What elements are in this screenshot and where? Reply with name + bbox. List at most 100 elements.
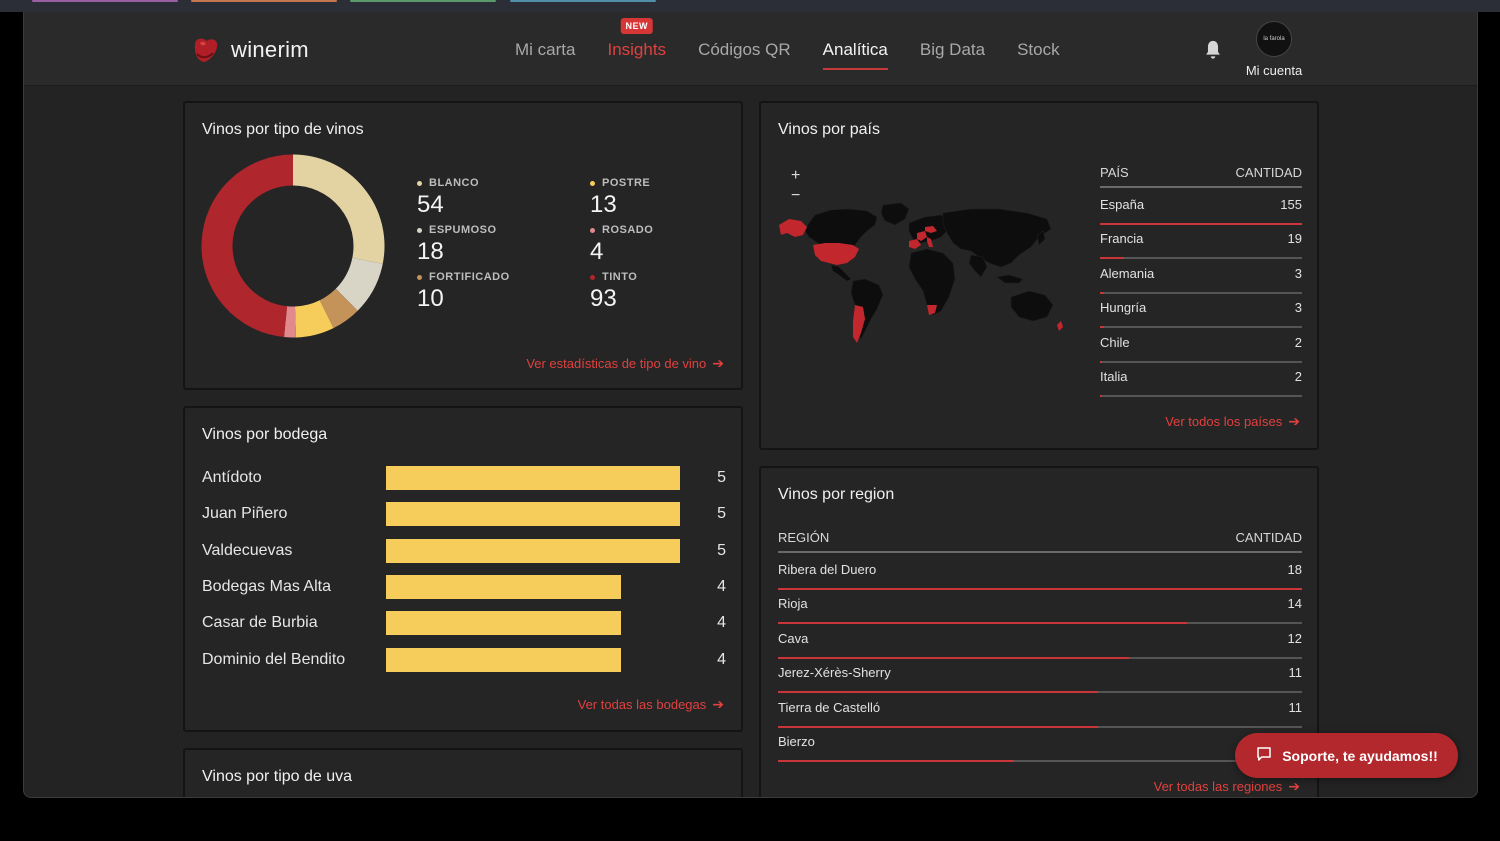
bell-icon[interactable]: [1202, 39, 1224, 61]
row-name: Ribera del Duero: [778, 562, 877, 577]
bodega-name: Bodegas Mas Alta: [202, 577, 331, 595]
bodega-name: Valdecuevas: [202, 541, 293, 559]
row-progress-fill: [1100, 360, 1103, 363]
row-name: Rioja: [778, 596, 808, 612]
account-menu[interactable]: la farola Mi cuenta: [1239, 21, 1309, 78]
bodega-bar[interactable]: [386, 574, 622, 599]
row-value: 19: [1287, 231, 1302, 247]
new-badge: NEW: [620, 18, 654, 34]
bodega-bar[interactable]: [386, 466, 680, 490]
all-regions-link[interactable]: Ver todas las regiones ➔: [1154, 778, 1300, 795]
row-name: Jerez-Xérès-Sherry: [778, 665, 891, 681]
region-row[interactable]: Bierzo: [778, 728, 1302, 762]
country-row[interactable]: España 155: [1100, 191, 1302, 225]
nav-item-analitica[interactable]: Analítica: [807, 12, 904, 86]
bar-track: [386, 647, 680, 672]
row-progress-track: [778, 691, 1302, 694]
region-row[interactable]: Cava 12: [778, 625, 1302, 659]
region-row[interactable]: Tierra de Castelló 11: [778, 694, 1302, 728]
nav-item-codigos-qr[interactable]: Códigos QR: [682, 12, 807, 86]
wine-logo-icon: [189, 34, 221, 66]
bodega-name: Antídoto: [202, 469, 262, 486]
bodega-bar[interactable]: [386, 611, 622, 636]
arrow-right-icon: ➔: [712, 696, 724, 712]
wine-types-stats-link[interactable]: Ver estadísticas de tipo de vino ➔: [526, 355, 724, 372]
row-progress-track: [778, 760, 1302, 762]
nav-item-label: Mi carta: [515, 40, 576, 59]
arrow-right-icon: ➔: [1288, 778, 1300, 794]
map-africa: [908, 248, 956, 316]
donut-slice-tinto[interactable]: [201, 154, 294, 338]
donut-slice-espumoso[interactable]: [335, 257, 383, 311]
region-row[interactable]: Rioja 14: [778, 590, 1302, 625]
link-label: Ver todos los países: [1165, 414, 1283, 429]
support-label: Soporte, te ayudamos!!: [1282, 747, 1438, 764]
card-regiones: Vinos por region REGIÓN CANTIDAD Ribera …: [759, 466, 1319, 797]
region-row[interactable]: Jerez-Xérès-Sherry 11: [778, 659, 1302, 694]
avatar: la farola: [1256, 21, 1292, 57]
country-row[interactable]: Francia 19: [1100, 225, 1302, 260]
country-row[interactable]: Chile 2: [1100, 329, 1302, 363]
legend-value: 10: [417, 285, 444, 312]
nav-item-big-data[interactable]: Big Data: [904, 12, 1001, 86]
row-name: España: [1100, 197, 1145, 212]
donut-slice-blanco[interactable]: [292, 154, 385, 264]
nav-item-mi-carta[interactable]: Mi carta: [499, 12, 591, 86]
legend-label: ESPUMOSO: [429, 224, 497, 236]
nav-item-label: Insights: [607, 40, 667, 59]
map-spain: [909, 239, 921, 249]
column-header-qty: CANTIDAD: [1235, 165, 1302, 180]
bodega-value: 5: [717, 505, 726, 523]
all-countries-link[interactable]: Ver todos los países ➔: [1165, 413, 1300, 430]
link-label: Ver todas las bodegas: [577, 697, 707, 712]
donut-slice-fortificado[interactable]: [319, 288, 358, 329]
map-zoom-out-button[interactable]: −: [791, 187, 801, 204]
country-row[interactable]: Italia 2: [1100, 363, 1302, 397]
country-row[interactable]: Alemania 3: [1100, 260, 1302, 294]
map-india: [968, 254, 988, 278]
bodega-value: 4: [717, 614, 726, 632]
map-zoom-in-button[interactable]: +: [791, 167, 801, 184]
top-header: winerim Mi carta NEW Insights Códigos QR…: [24, 12, 1477, 86]
region-table-header: REGIÓN CANTIDAD: [778, 530, 1302, 553]
bodega-name: Juan Piñero: [202, 505, 288, 523]
support-chat-button[interactable]: Soporte, te ayudamos!!: [1235, 733, 1458, 778]
card-paises: Vinos por país + −: [759, 101, 1319, 450]
world-map[interactable]: [775, 201, 1071, 351]
nav-item-insights[interactable]: NEW Insights: [591, 12, 682, 86]
bodega-bar[interactable]: [386, 647, 622, 672]
legend-label: TINTO: [602, 271, 638, 283]
legend-item-fortificado: FORTIFICADO 10: [417, 271, 567, 313]
legend-dot: [590, 274, 595, 280]
legend-dot: [417, 227, 422, 233]
nav-item-stock[interactable]: Stock: [1001, 12, 1076, 86]
card-title: Vinos por país: [778, 121, 880, 138]
map-alaska: [779, 219, 807, 237]
row-progress-track: [778, 588, 1302, 590]
row-progress-track: [1100, 360, 1302, 363]
bar-track: [386, 538, 680, 563]
region-row[interactable]: Ribera del Duero 18: [778, 556, 1302, 590]
app-logo[interactable]: winerim: [189, 34, 309, 66]
row-progress-track: [1100, 395, 1302, 397]
bodega-bar[interactable]: [386, 538, 680, 563]
country-row[interactable]: Hungría 3: [1100, 294, 1302, 329]
row-progress-fill: [778, 725, 1098, 728]
nav-item-label: Códigos QR: [698, 40, 791, 59]
bodega-bar-row: Dominio del Bendito 4: [202, 647, 726, 672]
arrow-right-icon: ➔: [1288, 413, 1300, 429]
bodega-value: 4: [717, 577, 726, 595]
legend-value: 93: [590, 285, 617, 312]
all-bodegas-link[interactable]: Ver todas las bodegas ➔: [578, 696, 724, 713]
card-title: Vinos por bodega: [202, 426, 328, 443]
donut-slice-postre[interactable]: [294, 299, 334, 338]
row-name: Italia: [1100, 369, 1128, 384]
link-label: Ver estadísticas de tipo de vino: [526, 356, 707, 371]
legend-value: 54: [417, 191, 444, 218]
bodega-value: 4: [717, 650, 726, 668]
legend-item-espumoso: ESPUMOSO 18: [417, 224, 567, 266]
bodega-bar[interactable]: [386, 502, 680, 527]
row-value: 12: [1287, 630, 1302, 646]
row-value: 2: [1294, 369, 1302, 384]
map-central-america: [830, 264, 852, 282]
